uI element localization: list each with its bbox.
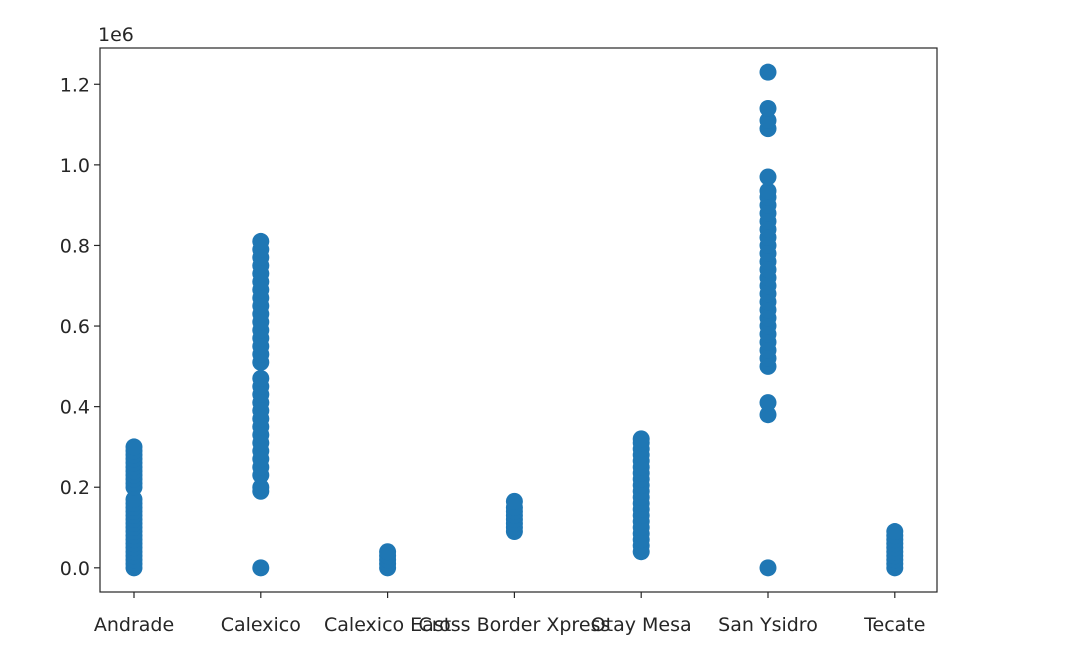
scatter-point — [379, 543, 397, 561]
y-tick-label: 0.6 — [60, 316, 90, 338]
scatter-point — [759, 99, 777, 117]
x-tick-label: Calexico East — [324, 614, 451, 636]
y-axis: 0.0 0.2 0.4 0.6 0.8 1.0 1.2 — [60, 74, 100, 580]
x-tick-label: Tecate — [863, 614, 925, 636]
scatter-point — [759, 182, 777, 200]
x-tick-label: San Ysidro — [718, 614, 818, 636]
scatter-point — [252, 478, 270, 496]
scatter-point — [125, 438, 143, 456]
y-tick-label: 0.2 — [60, 477, 90, 499]
points-layer — [125, 63, 904, 577]
x-tick-label: Otay Mesa — [591, 614, 692, 636]
x-tick-label: Cross Border Xpress — [418, 614, 610, 636]
scatter-point — [759, 394, 777, 412]
y-tick-label: 0.0 — [60, 558, 90, 580]
scatter-point — [759, 63, 777, 81]
y-tick-label: 1.2 — [60, 74, 90, 96]
y-tick-label: 1.0 — [60, 155, 90, 177]
scatter-point — [252, 369, 270, 387]
scatter-point — [886, 523, 904, 541]
scatter-point — [632, 430, 650, 448]
scatter-point — [759, 559, 777, 577]
y-tick-label: 0.4 — [60, 397, 90, 419]
scatter-point — [505, 492, 523, 510]
scatter-point — [252, 559, 270, 577]
scatter-point — [252, 232, 270, 250]
scatter-point — [125, 490, 143, 508]
x-tick-label: Andrade — [94, 614, 174, 636]
plot-frame — [99, 47, 938, 593]
y-scale-offset-label: 1e6 — [98, 24, 134, 46]
y-tick-label: 0.8 — [60, 235, 90, 257]
scatter-point — [759, 168, 777, 186]
scatter-point — [759, 112, 777, 130]
scatter-point — [759, 406, 777, 424]
x-tick-label: Calexico — [221, 614, 301, 636]
